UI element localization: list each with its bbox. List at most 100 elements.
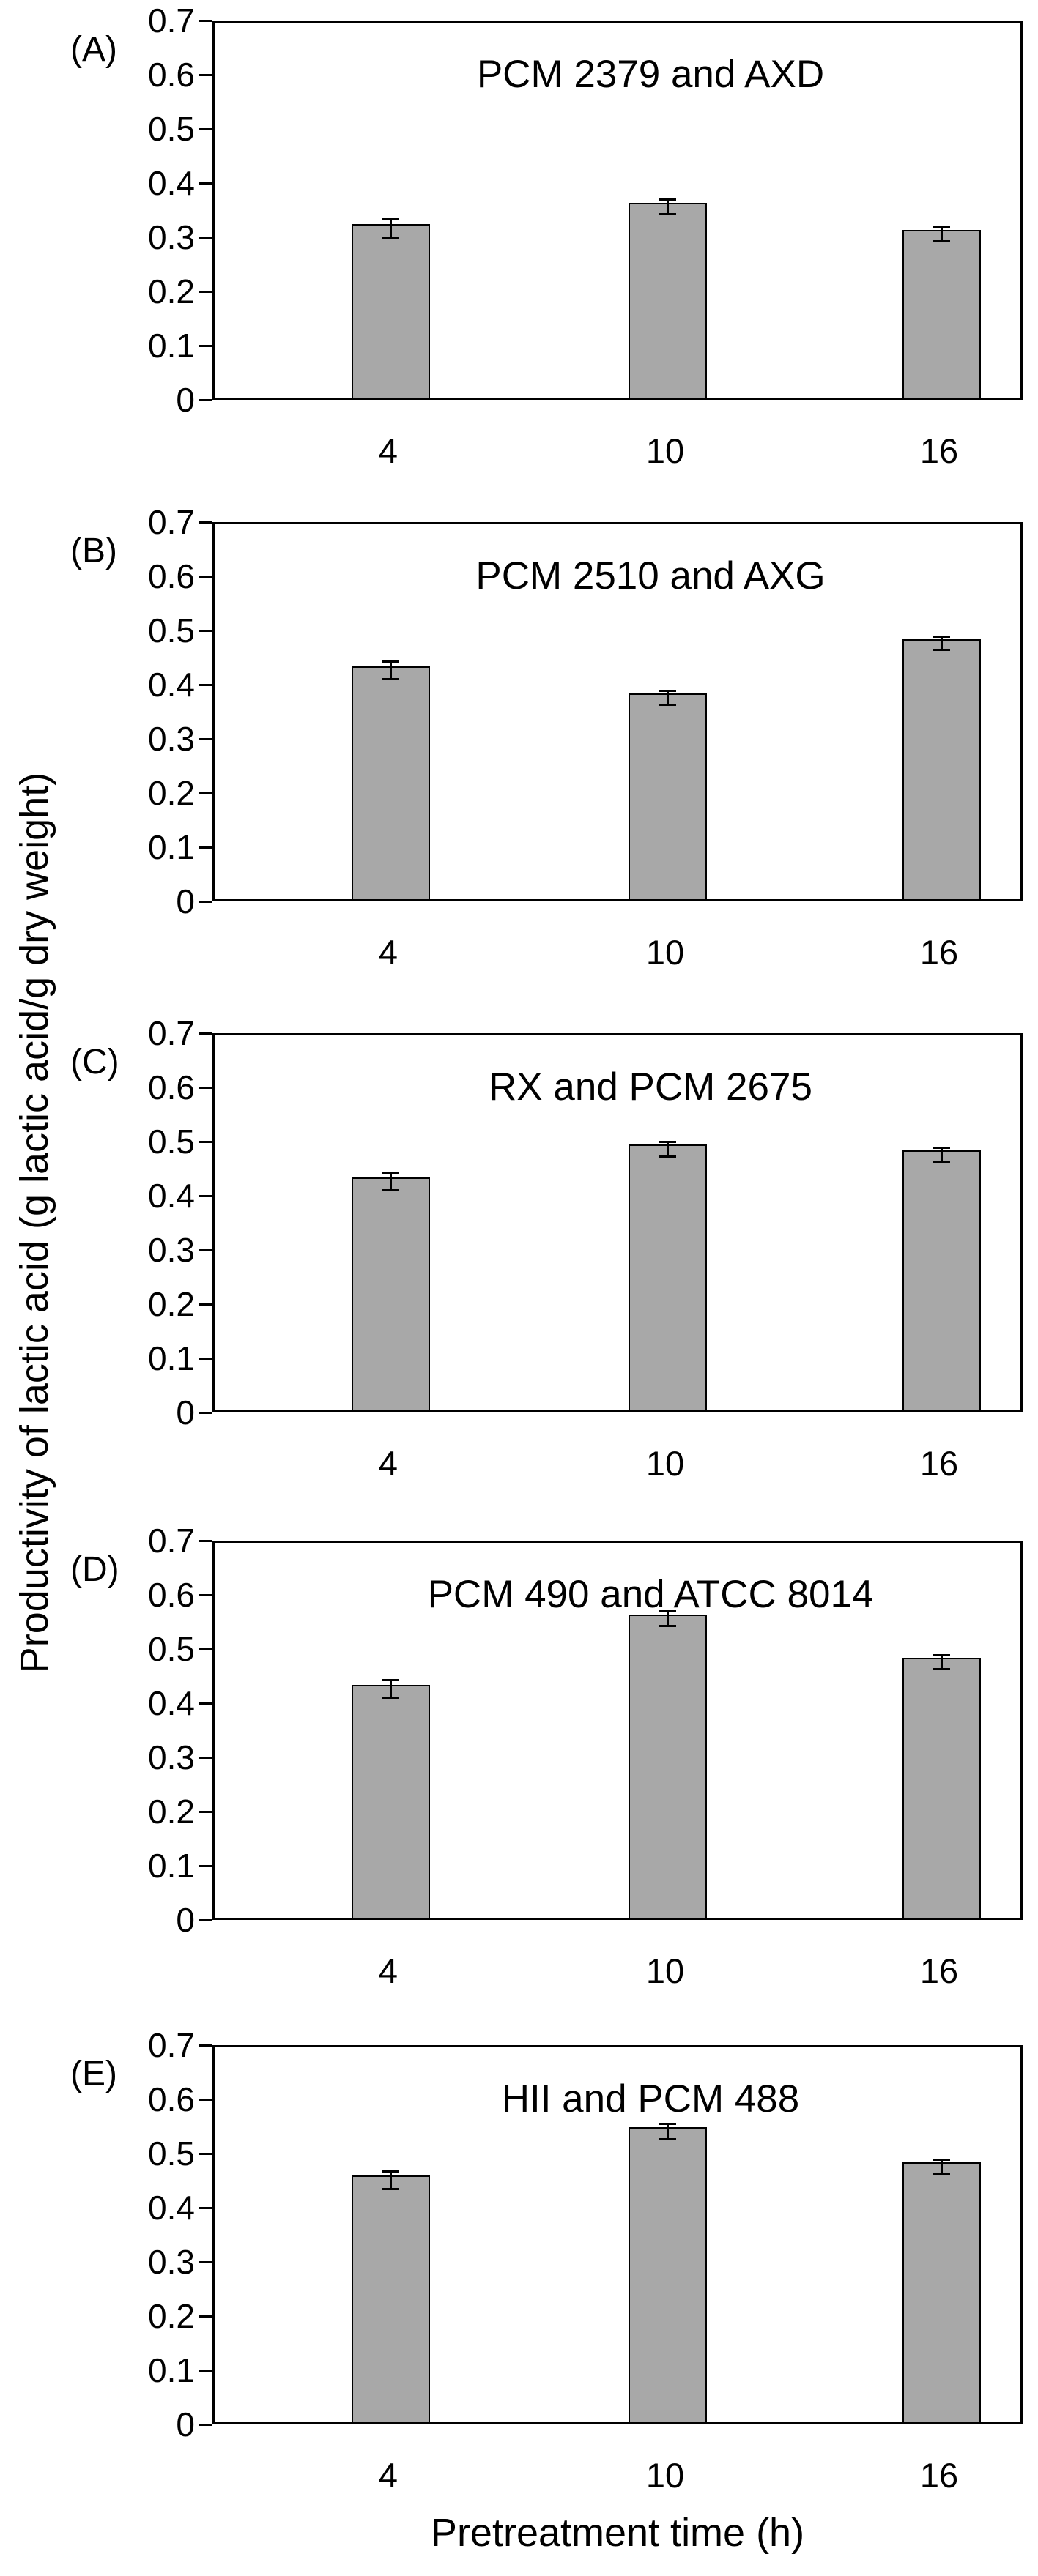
bar-4h [351,1684,430,1918]
y-tick-mark [199,1702,212,1705]
y-tick-mark [199,792,212,794]
error-bar-line [389,661,392,680]
y-tick-mark [199,290,212,293]
y-tick-label: 0 [176,1901,195,1939]
error-bar-cap [659,703,676,706]
error-bar-cap [382,1697,399,1700]
panel-title: PCM 490 and ATCC 8014 [427,1573,874,1616]
y-tick-mark [199,2423,212,2426]
x-tick-label: 4 [378,1444,398,1483]
bar-4h [351,666,430,899]
bar-4h [351,224,430,398]
bar-4h [351,1177,430,1410]
y-tick-label: 0.4 [148,666,195,704]
y-tick-label: 0.2 [148,1285,195,1323]
bar-10h [628,202,707,398]
y-tick-label: 0.4 [148,164,195,202]
error-bar-cap [382,1189,399,1192]
y-tick-mark [199,2315,212,2318]
y-tick-label: 0 [176,1393,195,1432]
error-bar-cap [659,198,676,201]
y-tick-mark [199,575,212,578]
y-tick-label: 0.5 [148,1630,195,1668]
y-tick-mark [199,900,212,903]
y-tick-mark [199,737,212,740]
y-tick-mark [199,1864,212,1867]
bar-4h [351,2175,430,2422]
y-tick-label: 0.5 [148,110,195,148]
y-tick-label: 0.6 [148,2080,195,2118]
y-tick-mark [199,1032,212,1035]
y-tick-label: 0.6 [148,1068,195,1106]
error-bar-cap [933,649,950,652]
panel-letter-label: (C) [70,1043,119,1082]
y-tick-label: 0.3 [148,218,195,256]
error-bar-cap [659,2137,676,2140]
error-bar-cap [659,1625,676,1628]
x-tick-label: 16 [919,2456,959,2495]
panel-letter-label: (E) [70,2055,117,2093]
y-tick-label: 0.5 [148,2134,195,2173]
error-bar-cap [933,1667,950,1670]
y-tick-mark [199,2260,212,2263]
y-tick-mark [199,1248,212,1251]
y-tick-label: 0 [176,882,195,920]
error-bar-cap [382,2187,399,2190]
panel-letter-label: (D) [70,1550,119,1589]
y-tick-mark [199,1086,212,1089]
y-tick-label: 0.3 [148,720,195,758]
plot-box: PCM 2510 and AXG [212,522,1023,901]
error-bar-cap [659,689,676,692]
error-bar-cap [382,1679,399,1682]
y-tick-label: 0.2 [148,774,195,812]
y-tick-mark [199,182,212,185]
y-tick-mark [199,2098,212,2101]
error-bar-cap [933,1653,950,1656]
y-tick-mark [199,398,212,401]
y-tick-mark [199,683,212,686]
plot-box: RX and PCM 2675 [212,1033,1023,1412]
plot-box: PCM 490 and ATCC 8014 [212,1541,1023,1920]
bar-10h [628,1614,707,1918]
y-tick-label: 0 [176,381,195,419]
panel-letter-label: (B) [70,532,117,570]
error-bar-line [666,1142,669,1156]
bar-16h [902,1657,981,1918]
x-tick-label: 16 [919,1951,959,1990]
y-tick-mark [199,1303,212,1306]
y-tick-mark [199,846,212,849]
panel-title: PCM 2379 and AXD [476,53,825,96]
bar-10h [628,693,707,899]
y-tick-mark [199,1411,212,1414]
x-tick-label: 16 [919,431,959,470]
y-tick-label: 0.2 [148,1793,195,1831]
y-tick-label: 0.3 [148,1231,195,1269]
x-tick-label: 16 [919,1444,959,1483]
x-tick-label: 10 [645,431,685,470]
y-tick-mark [199,2369,212,2372]
y-tick-mark [199,1648,212,1650]
y-tick-label: 0.3 [148,1738,195,1776]
y-tick-label: 0.2 [148,272,195,310]
y-tick-label: 0.7 [148,1522,195,1560]
y-tick-mark [199,2152,212,2155]
bar-16h [902,639,981,899]
error-bar-cap [933,636,950,639]
y-tick-mark [199,2206,212,2209]
plot-box: HII and PCM 488 [212,2045,1023,2424]
error-bar-cap [659,2122,676,2125]
error-bar-line [940,226,943,242]
error-bar-cap [659,1609,676,1612]
error-bar-cap [933,225,950,228]
error-bar-cap [933,240,950,243]
y-tick-mark [199,1194,212,1197]
error-bar-line [389,1680,392,1698]
error-bar-cap [382,237,399,239]
error-bar-cap [382,1172,399,1175]
bar-10h [628,1144,707,1410]
y-tick-label: 0.7 [148,2026,195,2064]
error-bar-line [389,2171,392,2189]
